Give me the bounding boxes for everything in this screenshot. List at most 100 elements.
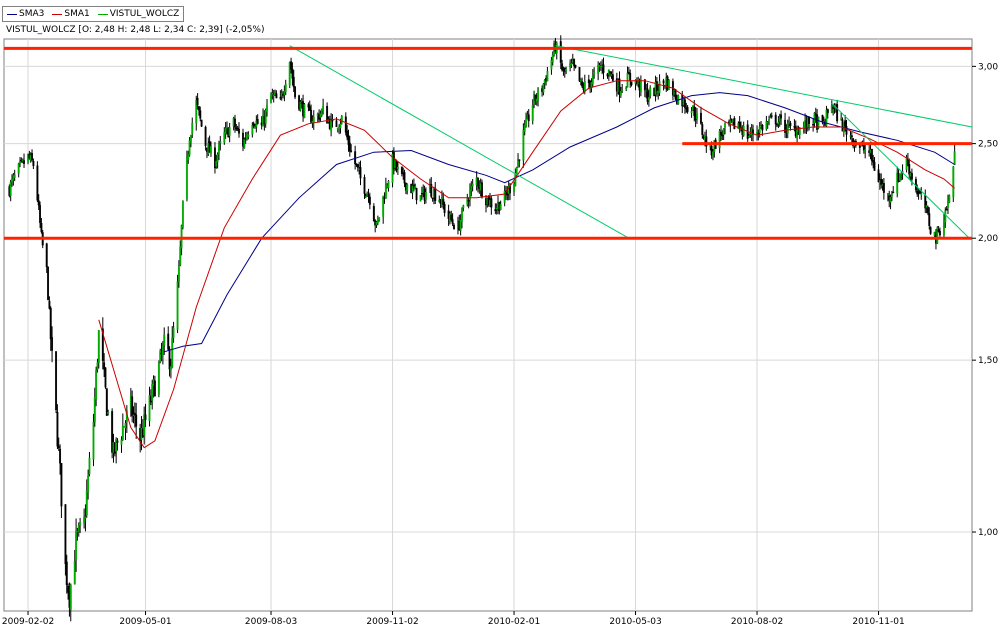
- candle-body: [167, 333, 170, 350]
- candle-body: [649, 87, 652, 96]
- candle-body: [639, 79, 642, 93]
- candle-body: [77, 525, 80, 532]
- candle-body: [780, 114, 783, 119]
- candle-body: [896, 172, 899, 194]
- candle-body: [793, 125, 796, 128]
- candle-body: [115, 439, 118, 452]
- candle-body: [73, 561, 76, 585]
- trend-layer: [289, 45, 973, 239]
- candle-body: [320, 109, 323, 116]
- candle-body: [291, 68, 294, 79]
- candle-body: [37, 200, 40, 206]
- candle-body: [97, 330, 100, 363]
- candle-body: [111, 411, 114, 453]
- x-tick-label: 2009-02-02: [2, 617, 54, 627]
- candle-body: [387, 181, 390, 188]
- candle-body: [647, 96, 650, 101]
- candle-body: [710, 146, 713, 156]
- candle-body: [431, 197, 434, 199]
- candle-body: [770, 115, 773, 117]
- candle-body: [786, 123, 789, 134]
- candle-body: [346, 130, 349, 138]
- candle-body: [953, 151, 956, 165]
- candle-body: [880, 178, 883, 185]
- candle-body: [121, 425, 124, 440]
- candle-body: [569, 63, 572, 68]
- candle-body: [686, 107, 689, 112]
- candle-body: [19, 161, 21, 164]
- candle-body: [45, 243, 48, 268]
- candle-body: [481, 182, 483, 198]
- candle-body: [813, 112, 816, 124]
- candle-body: [39, 205, 41, 223]
- candle-body: [48, 300, 51, 309]
- candle-body: [171, 337, 174, 368]
- candle-body: [420, 193, 423, 195]
- candle-body: [534, 94, 537, 102]
- candle-body: [55, 351, 58, 411]
- candle-body: [729, 119, 732, 126]
- candle-body: [419, 195, 422, 202]
- candle-body: [789, 122, 792, 126]
- candle-body: [67, 585, 70, 593]
- candle-body: [430, 184, 433, 197]
- candle-body: [372, 205, 375, 222]
- legend: SMA3 SMA1 VISTUL_WOLCZ: [2, 6, 185, 22]
- candle-body: [598, 65, 601, 67]
- candle-body: [59, 448, 62, 464]
- candle-body: [466, 198, 469, 205]
- candle-body: [40, 223, 43, 232]
- candle-body: [350, 150, 353, 152]
- candle-body: [864, 149, 867, 152]
- candle-body: [918, 190, 921, 194]
- candle-body: [898, 173, 901, 181]
- trendline: [289, 45, 630, 239]
- candle-body: [674, 89, 677, 100]
- candle-body: [238, 128, 240, 134]
- candle-body: [195, 100, 198, 124]
- candle-body: [900, 173, 903, 175]
- candle-body: [944, 210, 947, 223]
- candle-body: [303, 104, 306, 119]
- candle-body: [602, 64, 605, 73]
- candle-body: [310, 109, 313, 123]
- candle-body: [21, 159, 24, 162]
- candle-body: [832, 106, 835, 109]
- candle-body: [531, 104, 534, 121]
- candle-body: [537, 88, 540, 101]
- plot-area: [3, 38, 973, 612]
- candle-body: [168, 348, 171, 370]
- candle-body: [284, 84, 287, 93]
- candle-body: [890, 192, 893, 197]
- candle-body: [621, 89, 624, 91]
- candle-body: [882, 183, 885, 193]
- candle-body: [559, 41, 562, 63]
- candle-body: [104, 367, 107, 388]
- candle-body: [148, 395, 151, 422]
- candle-body: [272, 94, 275, 97]
- candle-body: [396, 166, 399, 170]
- sma1-line: [98, 80, 955, 449]
- candle-body: [290, 61, 293, 70]
- candle-body: [348, 142, 351, 152]
- x-tick-label: 2009-05-01: [119, 617, 171, 627]
- candle-body: [591, 75, 594, 85]
- candle-body: [738, 121, 741, 127]
- candle-body: [776, 123, 779, 126]
- candle-body: [204, 126, 207, 146]
- candle-body: [234, 118, 236, 128]
- candle-body: [367, 194, 370, 197]
- candle-body: [199, 110, 202, 119]
- candle-body: [742, 125, 745, 136]
- candle-body: [443, 204, 446, 213]
- candle-body: [625, 87, 628, 90]
- candle-body: [646, 88, 649, 102]
- candle-body: [31, 152, 33, 161]
- legend-swatch-sma3: [7, 13, 17, 15]
- level-layer: [4, 46, 972, 240]
- candle-body: [872, 160, 875, 163]
- candle-body: [606, 73, 609, 77]
- candle-body: [705, 136, 708, 147]
- candle-body: [845, 126, 848, 135]
